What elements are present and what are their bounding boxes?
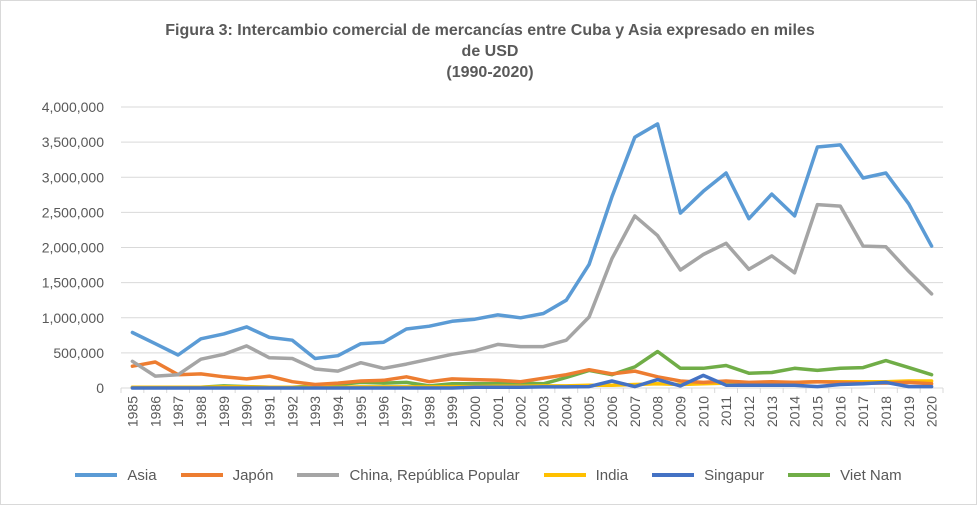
x-tick-label: 1995 <box>353 396 369 427</box>
x-tick-label: 1994 <box>330 396 346 427</box>
x-tick-label: 2017 <box>855 396 871 427</box>
x-tick-label: 1993 <box>307 396 323 427</box>
legend-item: Singapur <box>652 467 764 484</box>
y-tick-label: 0 <box>96 380 104 396</box>
x-tick-label: 1988 <box>193 396 209 427</box>
x-tick-label: 2000 <box>467 396 483 427</box>
legend-label: India <box>595 466 629 484</box>
x-tick-label: 1986 <box>147 396 163 427</box>
y-tick-label: 500,000 <box>53 345 104 361</box>
x-tick-label: 2001 <box>490 396 506 427</box>
legend-item: Japón <box>180 466 274 484</box>
series-line <box>130 122 934 361</box>
legend: Asia Japón China, República Popular India Si… <box>0 462 977 488</box>
x-tick-label: 2005 <box>581 396 597 427</box>
gridlines <box>121 106 943 354</box>
x-tick-label: 2006 <box>604 396 620 427</box>
chart-title-line-1: Figura 3: Intercambio comercial de merca… <box>165 22 815 39</box>
y-tick-label: 4,000,000 <box>42 99 104 115</box>
x-tick-label: 1997 <box>398 396 414 427</box>
axes: 0 500,000 1,000,000 1,500,000 2,000,000 2,500… <box>42 99 944 427</box>
legend-item: Asia <box>75 466 157 484</box>
y-tick-label: 2,500,000 <box>42 204 104 220</box>
x-tick-label: 2008 <box>650 396 666 427</box>
legend-item: India <box>543 466 629 484</box>
x-tick-label: 2016 <box>832 396 848 427</box>
x-tick-label: 2007 <box>627 396 643 427</box>
legend-swatch <box>652 473 695 477</box>
legend-swatch <box>297 473 340 477</box>
x-tick-label: 2018 <box>878 396 894 427</box>
series-line <box>130 360 934 387</box>
x-tick-label: 1987 <box>170 396 186 427</box>
series-lines <box>130 122 934 390</box>
x-tick-label: 2020 <box>924 396 940 427</box>
legend-swatch <box>180 473 223 477</box>
x-tick-label: 1989 <box>216 396 232 427</box>
y-tick-label: 2,000,000 <box>42 240 104 256</box>
series-line <box>130 373 934 390</box>
x-tick-label: 2010 <box>695 396 711 427</box>
legend-item: Viet Nam <box>788 466 902 484</box>
x-tick-label: 1992 <box>284 396 300 427</box>
x-tick-label: 2003 <box>535 396 551 427</box>
legend-swatch <box>543 473 586 477</box>
chart-title-line-2: de USD <box>461 43 519 60</box>
legend-label: Viet Nam <box>840 466 902 484</box>
x-tick-label: 1996 <box>376 396 392 427</box>
y-tick-label: 1,500,000 <box>42 275 104 291</box>
y-tick-label: 3,000,000 <box>42 169 104 185</box>
x-tick-label: 2009 <box>672 396 688 427</box>
x-tick-label: 2013 <box>764 396 780 427</box>
x-tick-label: 2011 <box>718 396 734 426</box>
x-tick-label: 2002 <box>513 396 529 427</box>
legend-swatch <box>788 473 831 477</box>
legend-swatch <box>75 473 118 477</box>
x-tick-label: 2004 <box>558 396 574 427</box>
y-tick-label: 3,500,000 <box>42 134 104 150</box>
chart-title-line-3: (1990-2020) <box>446 64 534 81</box>
x-tick-label: 2015 <box>809 396 825 427</box>
x-tick-label: 1985 <box>124 396 140 427</box>
legend-label: China, República Popular <box>349 466 520 484</box>
series-line <box>130 202 934 378</box>
legend-label: Singapur <box>704 466 765 484</box>
x-tick-label: 2014 <box>787 396 803 427</box>
x-tick-label: 1999 <box>444 396 460 427</box>
legend-item: China, República Popular <box>297 466 520 484</box>
legend-label: Japón <box>232 466 274 484</box>
x-tick-label: 1991 <box>261 396 277 427</box>
chart-title: Figura 3: Intercambio comercial de merca… <box>90 20 890 83</box>
x-tick-label: 1990 <box>239 396 255 427</box>
x-tick-label: 2019 <box>901 396 917 427</box>
y-tick-label: 1,000,000 <box>42 310 104 326</box>
x-tick-label: 1998 <box>421 396 437 427</box>
legend-label: Asia <box>127 466 157 484</box>
x-tick-label: 2012 <box>741 396 757 427</box>
